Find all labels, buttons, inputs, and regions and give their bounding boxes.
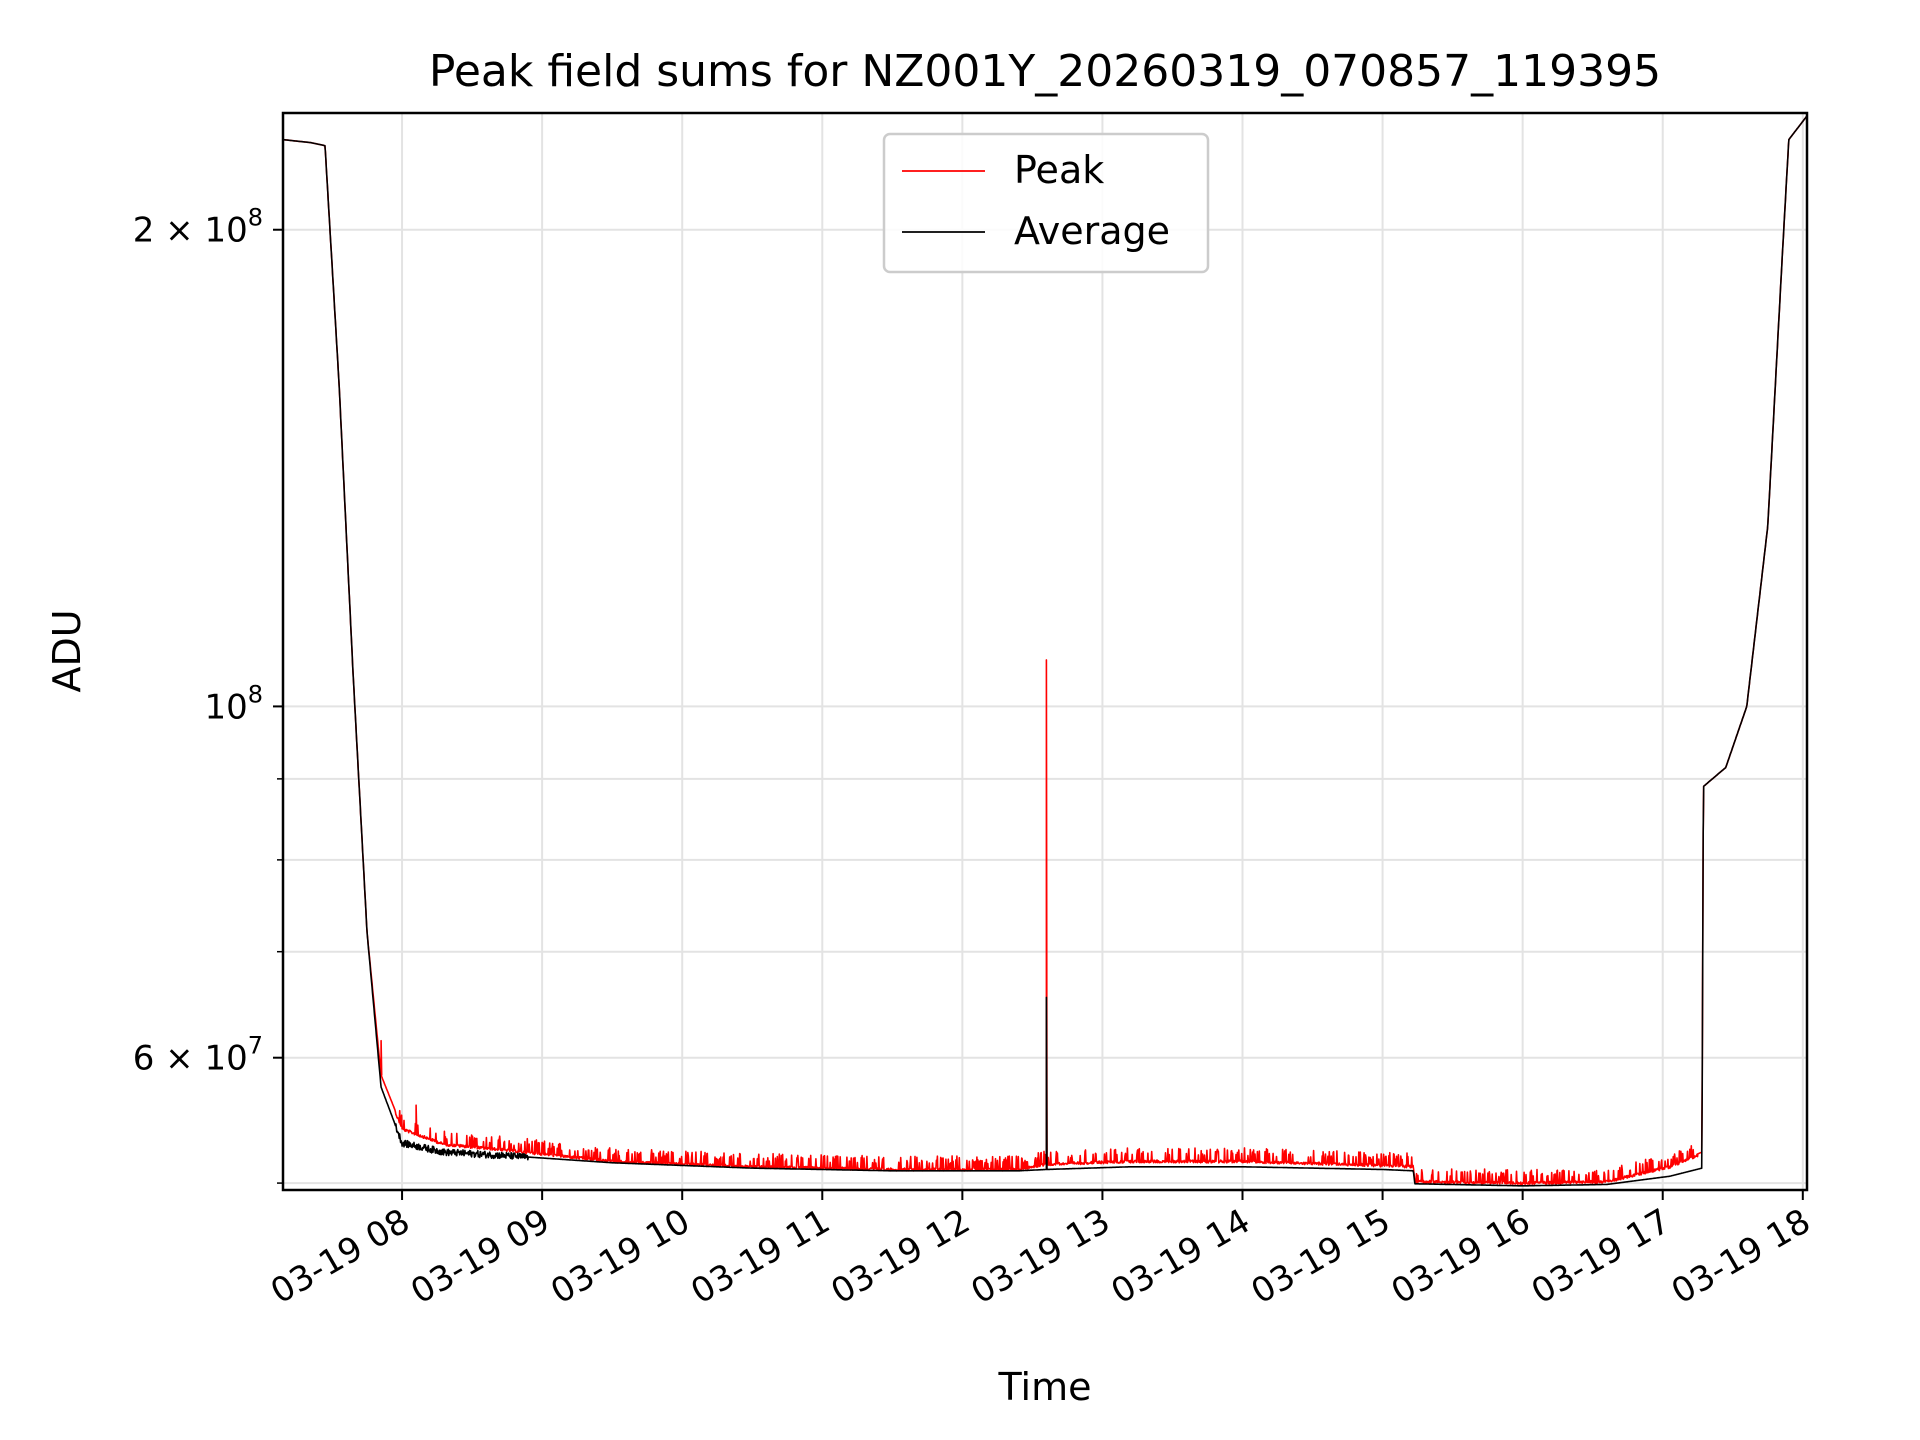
y-tick-label: 108 <box>204 680 263 727</box>
x-axis-label: Time <box>998 1365 1092 1409</box>
series-line-average <box>283 115 1807 1187</box>
legend-peak-label: Peak <box>1014 148 1104 192</box>
chart-title: Peak field sums for NZ001Y_20260319_0708… <box>429 46 1661 97</box>
series-line-peak <box>283 115 1807 1186</box>
y-axis: 6 × 107 108 2 × 108 <box>133 204 283 1184</box>
legend-average-label: Average <box>1014 209 1170 253</box>
y-tick-label: 2 × 108 <box>133 204 263 251</box>
plot-frame <box>281 111 1809 1192</box>
plot-area <box>283 115 1807 1187</box>
y-tick-label: 6 × 107 <box>133 1032 263 1079</box>
legend-box <box>882 132 1210 274</box>
y-axis-label: ADU <box>45 609 89 692</box>
legend: Peak Average <box>882 132 1210 274</box>
